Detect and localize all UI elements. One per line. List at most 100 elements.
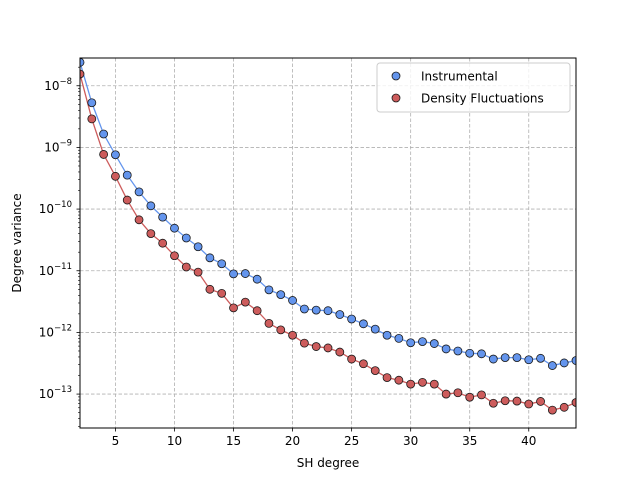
point-instrumental <box>276 290 286 300</box>
point-instrumental <box>323 306 333 316</box>
point-density-fluctuations <box>181 262 191 272</box>
point-density-fluctuations <box>536 397 545 406</box>
point-density-fluctuations <box>252 306 262 316</box>
point-instrumental <box>122 170 132 180</box>
point-density-fluctuations <box>347 354 357 364</box>
point-density-fluctuations <box>288 330 297 340</box>
point-instrumental <box>453 346 463 356</box>
point-density-fluctuations <box>547 405 557 415</box>
point-density-fluctuations <box>240 297 250 307</box>
point-density-fluctuations <box>264 319 274 328</box>
point-density-fluctuations <box>477 390 486 400</box>
legend-box <box>376 62 571 113</box>
y-tick-label: 10−9 <box>44 138 72 154</box>
point-instrumental <box>429 339 439 348</box>
point-density-fluctuations <box>465 392 475 402</box>
point-density-fluctuations <box>217 288 227 298</box>
point-instrumental <box>217 259 227 269</box>
point-density-fluctuations <box>370 366 380 376</box>
y-tick-label: 10−8 <box>44 77 72 93</box>
point-instrumental <box>146 201 156 211</box>
point-density-fluctuations <box>122 195 132 205</box>
point-instrumental <box>488 354 498 364</box>
point-density-fluctuations <box>299 338 309 348</box>
point-instrumental <box>240 269 250 278</box>
point-density-fluctuations <box>512 396 522 406</box>
point-density-fluctuations <box>170 251 179 261</box>
point-density-fluctuations <box>559 402 569 412</box>
point-instrumental <box>111 150 120 160</box>
y-tick-label: 10−13 <box>39 385 72 401</box>
point-density-fluctuations <box>134 215 144 225</box>
point-instrumental <box>406 338 416 348</box>
point-density-fluctuations <box>205 284 215 294</box>
point-density-fluctuations <box>441 389 451 399</box>
point-density-fluctuations <box>429 379 439 389</box>
point-density-fluctuations <box>524 399 534 409</box>
point-instrumental <box>134 187 144 197</box>
point-density-fluctuations <box>335 347 345 357</box>
point-density-fluctuations <box>406 379 416 389</box>
point-density-fluctuations <box>382 373 392 383</box>
point-density-fluctuations <box>418 377 427 387</box>
x-tick-label: 35 <box>462 434 477 448</box>
x-tick-label: 5 <box>112 434 120 448</box>
point-instrumental <box>465 348 475 358</box>
x-tick-label: 10 <box>167 434 182 448</box>
point-instrumental <box>524 355 534 365</box>
legend-label-instrumental: Instrumental <box>421 70 498 84</box>
point-density-fluctuations <box>500 396 510 406</box>
point-instrumental <box>559 358 569 368</box>
grid <box>80 58 576 428</box>
point-density-fluctuations <box>111 171 120 181</box>
point-instrumental <box>99 129 109 139</box>
point-density-fluctuations <box>394 375 404 385</box>
point-density-fluctuations <box>80 69 85 79</box>
point-instrumental <box>441 344 451 354</box>
x-tick-label: 25 <box>344 434 359 448</box>
point-instrumental <box>347 314 357 324</box>
point-instrumental <box>252 274 262 284</box>
y-tick-label: 10−10 <box>39 200 72 216</box>
legend-label-density-fluctuations: Density Fluctuations <box>421 92 544 106</box>
x-tick-label: 30 <box>403 434 418 448</box>
x-tick-label: 40 <box>521 434 536 448</box>
point-instrumental <box>80 58 85 67</box>
point-instrumental <box>547 361 557 370</box>
plot-frame <box>79 57 577 429</box>
point-instrumental <box>193 242 203 252</box>
ticks: 5 10 15 20 25 30 35 40 10−8 10−9 10−10 10−11 10−12 10… <box>39 66 536 448</box>
point-density-fluctuations <box>158 238 168 248</box>
point-instrumental <box>205 253 215 263</box>
point-instrumental <box>512 353 522 363</box>
point-density-fluctuations <box>99 150 109 159</box>
point-density-fluctuations <box>453 388 463 398</box>
series-layer <box>80 58 576 415</box>
point-density-fluctuations <box>488 398 498 408</box>
x-tick-label: 20 <box>285 434 300 448</box>
point-density-fluctuations <box>146 229 156 239</box>
point-instrumental <box>299 304 309 314</box>
point-instrumental <box>229 269 238 279</box>
point-density-fluctuations <box>276 325 286 335</box>
point-instrumental <box>264 285 274 295</box>
point-density-fluctuations <box>87 114 97 124</box>
point-density-fluctuations <box>193 267 203 277</box>
point-instrumental <box>477 349 486 359</box>
point-instrumental <box>359 319 368 329</box>
legend-marker-density-fluctuations <box>391 93 401 103</box>
point-instrumental <box>500 353 510 363</box>
y-tick-label: 10−12 <box>39 323 72 339</box>
y-tick-label: 10−11 <box>39 262 72 278</box>
legend-marker-instrumental <box>391 71 401 81</box>
point-instrumental <box>536 353 545 363</box>
point-instrumental <box>382 330 392 340</box>
plot-area: 5 10 15 20 25 30 35 40 10−8 10−9 10−10 10−11 10−12 10… <box>39 57 577 448</box>
x-axis-label: SH degree <box>297 456 360 470</box>
point-instrumental <box>418 337 427 346</box>
point-density-fluctuations <box>311 342 321 351</box>
point-density-fluctuations <box>571 398 576 407</box>
point-instrumental <box>394 333 404 343</box>
y-axis-label: Degree variance <box>10 193 24 292</box>
